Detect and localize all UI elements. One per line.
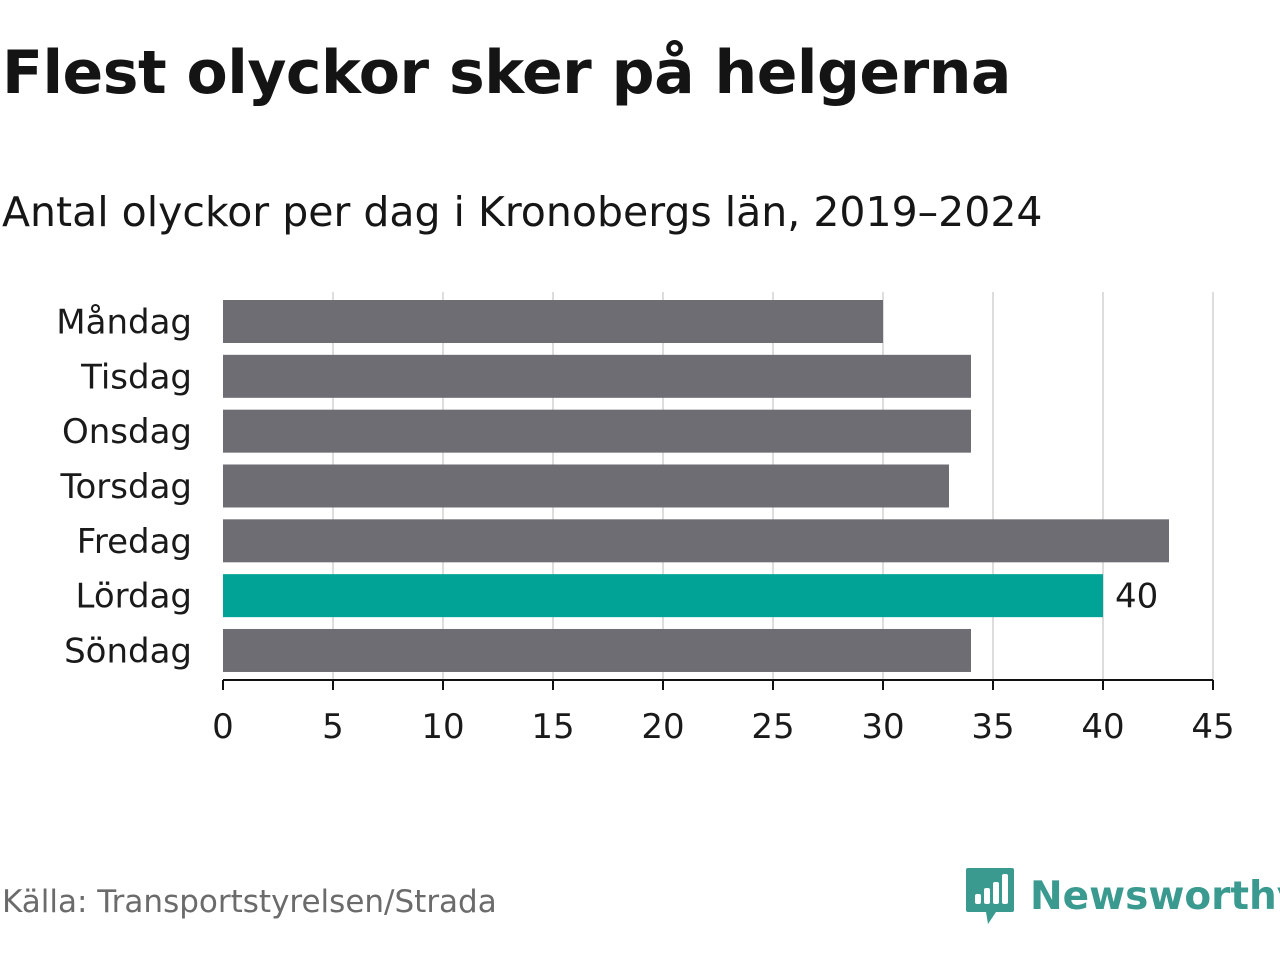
bar <box>223 464 949 508</box>
bar-chart: Måndag Tisdag Onsdag Torsdag Fredag Lördag Sön… <box>56 292 1235 747</box>
x-tick-label: 5 <box>322 707 344 747</box>
source-note: Källa: Transportstyrelsen/Strada <box>2 884 497 920</box>
x-tick-label: 15 <box>531 707 574 747</box>
category-label: Lördag <box>75 577 192 617</box>
category-label: Måndag <box>56 303 192 343</box>
brand-logo: Newsworthy <box>964 866 1280 926</box>
chart-subtitle: Antal olyckor per dag i Kronobergs län, … <box>2 188 1043 236</box>
x-tick-label: 25 <box>751 707 794 747</box>
x-tick-label: 0 <box>212 707 234 747</box>
bar <box>223 300 883 343</box>
bar <box>223 354 971 398</box>
category-label: Fredag <box>77 522 192 562</box>
bar <box>223 628 971 672</box>
chart-title: Flest olyckor sker på helgerna <box>2 38 1011 108</box>
x-tick-label: 20 <box>641 707 684 747</box>
category-label: Onsdag <box>62 412 192 452</box>
bar <box>223 409 971 453</box>
x-tick-label: 35 <box>971 707 1014 747</box>
bar <box>223 519 1169 563</box>
newsworthy-logo-icon <box>966 868 1014 924</box>
x-tick-label: 45 <box>1191 707 1234 747</box>
category-label: Torsdag <box>60 467 192 507</box>
data-label: 40 <box>1115 577 1158 617</box>
x-tick-label: 30 <box>861 707 904 747</box>
x-tick-label: 10 <box>421 707 464 747</box>
brand-name: Newsworthy <box>1030 873 1280 919</box>
category-label: Söndag <box>64 631 192 671</box>
x-tick-label: 40 <box>1081 707 1124 747</box>
bar <box>223 574 1103 618</box>
category-label: Tisdag <box>80 357 192 397</box>
